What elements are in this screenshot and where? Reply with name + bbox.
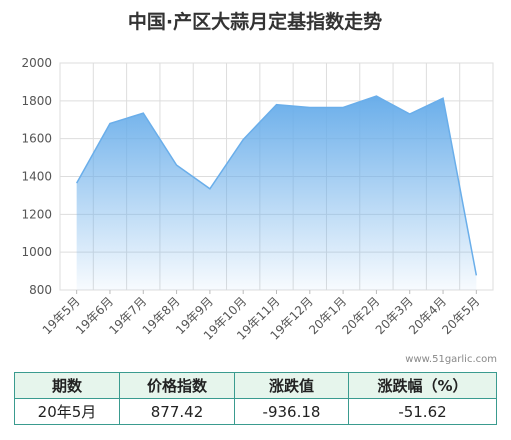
watermark: www.51garlic.com [405,354,497,365]
y-tick-label: 1000 [21,245,52,259]
data-table: 期数 价格指数 涨跌值 涨跌幅（%） 20年5月 877.42 -936.18 … [14,372,497,425]
cell: 877.42 [119,398,235,425]
header-cell: 价格指数 [119,372,235,399]
x-tick-label: 20年5月 [439,294,482,337]
y-tick-label: 1400 [21,170,52,184]
cell: -936.18 [234,398,349,425]
cell: -51.62 [348,398,497,425]
header-cell: 期数 [14,372,120,399]
area [76,96,477,291]
line [75,95,478,276]
header-cell: 涨跌幅（%） [348,372,497,399]
header-cell: 涨跌值 [234,372,349,399]
y-tick-label: 1800 [21,94,52,108]
chart: 中国·产区大蒜月定基指数走势 www.51garlic.com 800 1000 1… [21,10,497,365]
y-tick-label: 800 [29,283,52,297]
y-tick-label: 1200 [21,207,52,221]
chart-title: 中国·产区大蒜月定基指数走势 [128,10,382,33]
y-tick-label: 1600 [21,132,52,146]
y-tick-label: 2000 [21,56,52,70]
cell: 20年5月 [14,398,120,425]
